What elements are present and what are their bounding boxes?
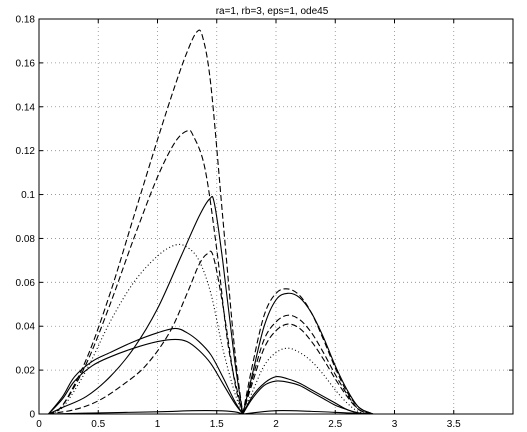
y-tick-label: 0.14	[16, 102, 36, 113]
y-tick-labels: 0 0.02 0.04 0.06 0.08 0.1 0.12 0.14 0.16 0.18	[16, 15, 36, 421]
series-layer	[48, 29, 466, 415]
series-line-14	[242, 375, 374, 415]
series-line-10	[242, 292, 374, 415]
y-tick-label: 0.06	[16, 278, 36, 289]
series-line-11	[242, 314, 374, 415]
series-line-15	[242, 380, 374, 415]
series-line-5	[48, 195, 244, 415]
y-tick-label: 0.08	[16, 234, 36, 245]
y-tick-label: 0.18	[16, 15, 36, 26]
plot-frame	[38, 18, 514, 415]
x-tick-label: 0	[36, 419, 42, 430]
ticks	[38, 18, 513, 415]
y-tick-label: 0.12	[16, 146, 36, 157]
series-line-9	[242, 288, 374, 415]
series-line-12	[242, 323, 374, 415]
series-line-8	[48, 410, 243, 415]
series-line-2	[48, 129, 244, 415]
y-tick-label: 0.16	[16, 58, 36, 69]
x-tick-labels: 0 0.5 1 1.5 2 2.5 3 3.5	[36, 419, 461, 430]
y-tick-label: 0.1	[21, 190, 35, 201]
series-line-16	[242, 410, 374, 415]
series-line-4	[48, 250, 244, 415]
x-tick-label: 0.5	[91, 419, 105, 430]
y-tick-label: 0.04	[16, 322, 36, 333]
series-line-7	[48, 338, 244, 415]
x-tick-label: 2.5	[328, 419, 342, 430]
x-tick-label: 1.5	[210, 419, 224, 430]
x-tick-label: 2	[273, 419, 279, 430]
grid	[39, 19, 513, 414]
y-tick-label: 0.02	[16, 366, 36, 377]
x-tick-label: 3.5	[447, 419, 461, 430]
x-tick-label: 1	[155, 419, 161, 430]
x-tick-label: 3	[392, 419, 398, 430]
series-line-6	[48, 327, 244, 415]
series-line-1	[48, 29, 244, 415]
chart-title: ra=1, rb=3, eps=1, ode45	[216, 6, 329, 17]
y-tick-label: 0	[29, 410, 35, 421]
